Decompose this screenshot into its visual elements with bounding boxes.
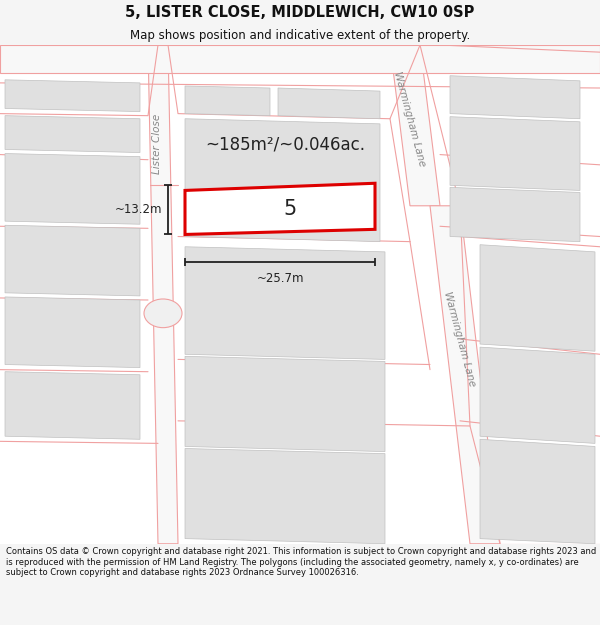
Polygon shape xyxy=(5,116,140,152)
Text: Warmingham Lane: Warmingham Lane xyxy=(392,70,428,168)
Polygon shape xyxy=(450,117,580,191)
Text: Contains OS data © Crown copyright and database right 2021. This information is : Contains OS data © Crown copyright and d… xyxy=(6,548,596,577)
Polygon shape xyxy=(185,356,385,452)
Text: ~185m²/~0.046ac.: ~185m²/~0.046ac. xyxy=(205,136,365,153)
Polygon shape xyxy=(5,372,140,439)
Text: 5: 5 xyxy=(283,199,296,219)
Polygon shape xyxy=(148,45,178,544)
Ellipse shape xyxy=(144,299,182,328)
Polygon shape xyxy=(430,206,500,544)
Polygon shape xyxy=(185,449,385,544)
Text: Warmingham Lane: Warmingham Lane xyxy=(442,290,478,388)
Polygon shape xyxy=(0,45,600,544)
Polygon shape xyxy=(480,245,595,351)
Polygon shape xyxy=(5,297,140,368)
Polygon shape xyxy=(5,80,140,112)
Text: ~25.7m: ~25.7m xyxy=(256,272,304,286)
Polygon shape xyxy=(185,119,380,242)
Text: 5, LISTER CLOSE, MIDDLEWICH, CW10 0SP: 5, LISTER CLOSE, MIDDLEWICH, CW10 0SP xyxy=(125,5,475,20)
Polygon shape xyxy=(5,154,140,224)
Polygon shape xyxy=(480,347,595,443)
Polygon shape xyxy=(5,225,140,296)
Text: Lister Close: Lister Close xyxy=(152,114,162,174)
Polygon shape xyxy=(185,247,385,359)
Polygon shape xyxy=(278,88,380,119)
Polygon shape xyxy=(390,45,440,206)
Polygon shape xyxy=(450,76,580,119)
Polygon shape xyxy=(185,86,270,116)
Polygon shape xyxy=(185,183,375,234)
Polygon shape xyxy=(0,45,600,72)
Polygon shape xyxy=(480,439,595,544)
Polygon shape xyxy=(450,188,580,242)
Text: ~13.2m: ~13.2m xyxy=(115,203,162,216)
Text: Map shows position and indicative extent of the property.: Map shows position and indicative extent… xyxy=(130,29,470,42)
